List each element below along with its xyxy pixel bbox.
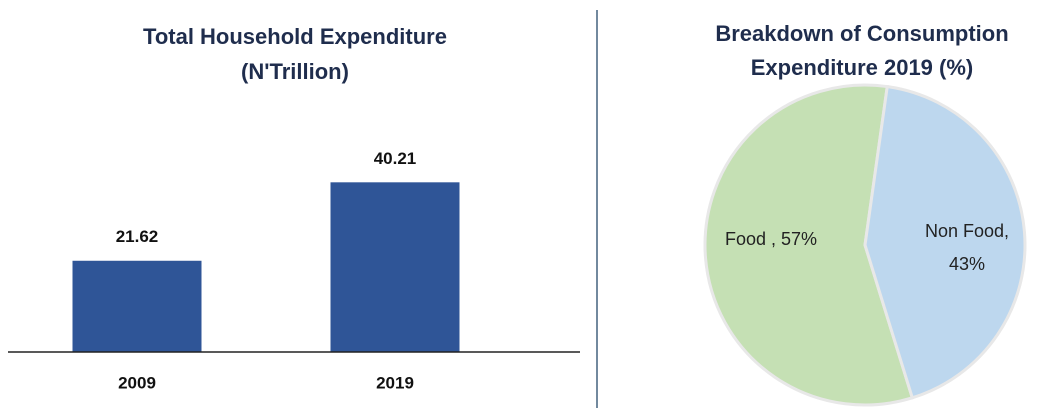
x-tick-label: 2009: [118, 373, 156, 392]
data-label: Food , 57%: [725, 229, 817, 249]
bar: [72, 260, 202, 352]
pie-slice: [863, 84, 1027, 400]
bar: [330, 182, 460, 352]
chart-title: (N'Trillion): [241, 59, 349, 84]
pie-slice: [703, 83, 915, 407]
chart-title: Expenditure 2019 (%): [751, 55, 974, 80]
data-label: 40.21: [374, 149, 417, 168]
data-label: 43%: [949, 254, 985, 274]
chart-title: Total Household Expenditure: [143, 24, 447, 49]
x-tick-label: 2019: [376, 373, 414, 392]
data-label: 21.62: [116, 227, 159, 246]
data-label: Non Food,: [925, 221, 1009, 241]
chart-title: Breakdown of Consumption: [715, 21, 1008, 46]
